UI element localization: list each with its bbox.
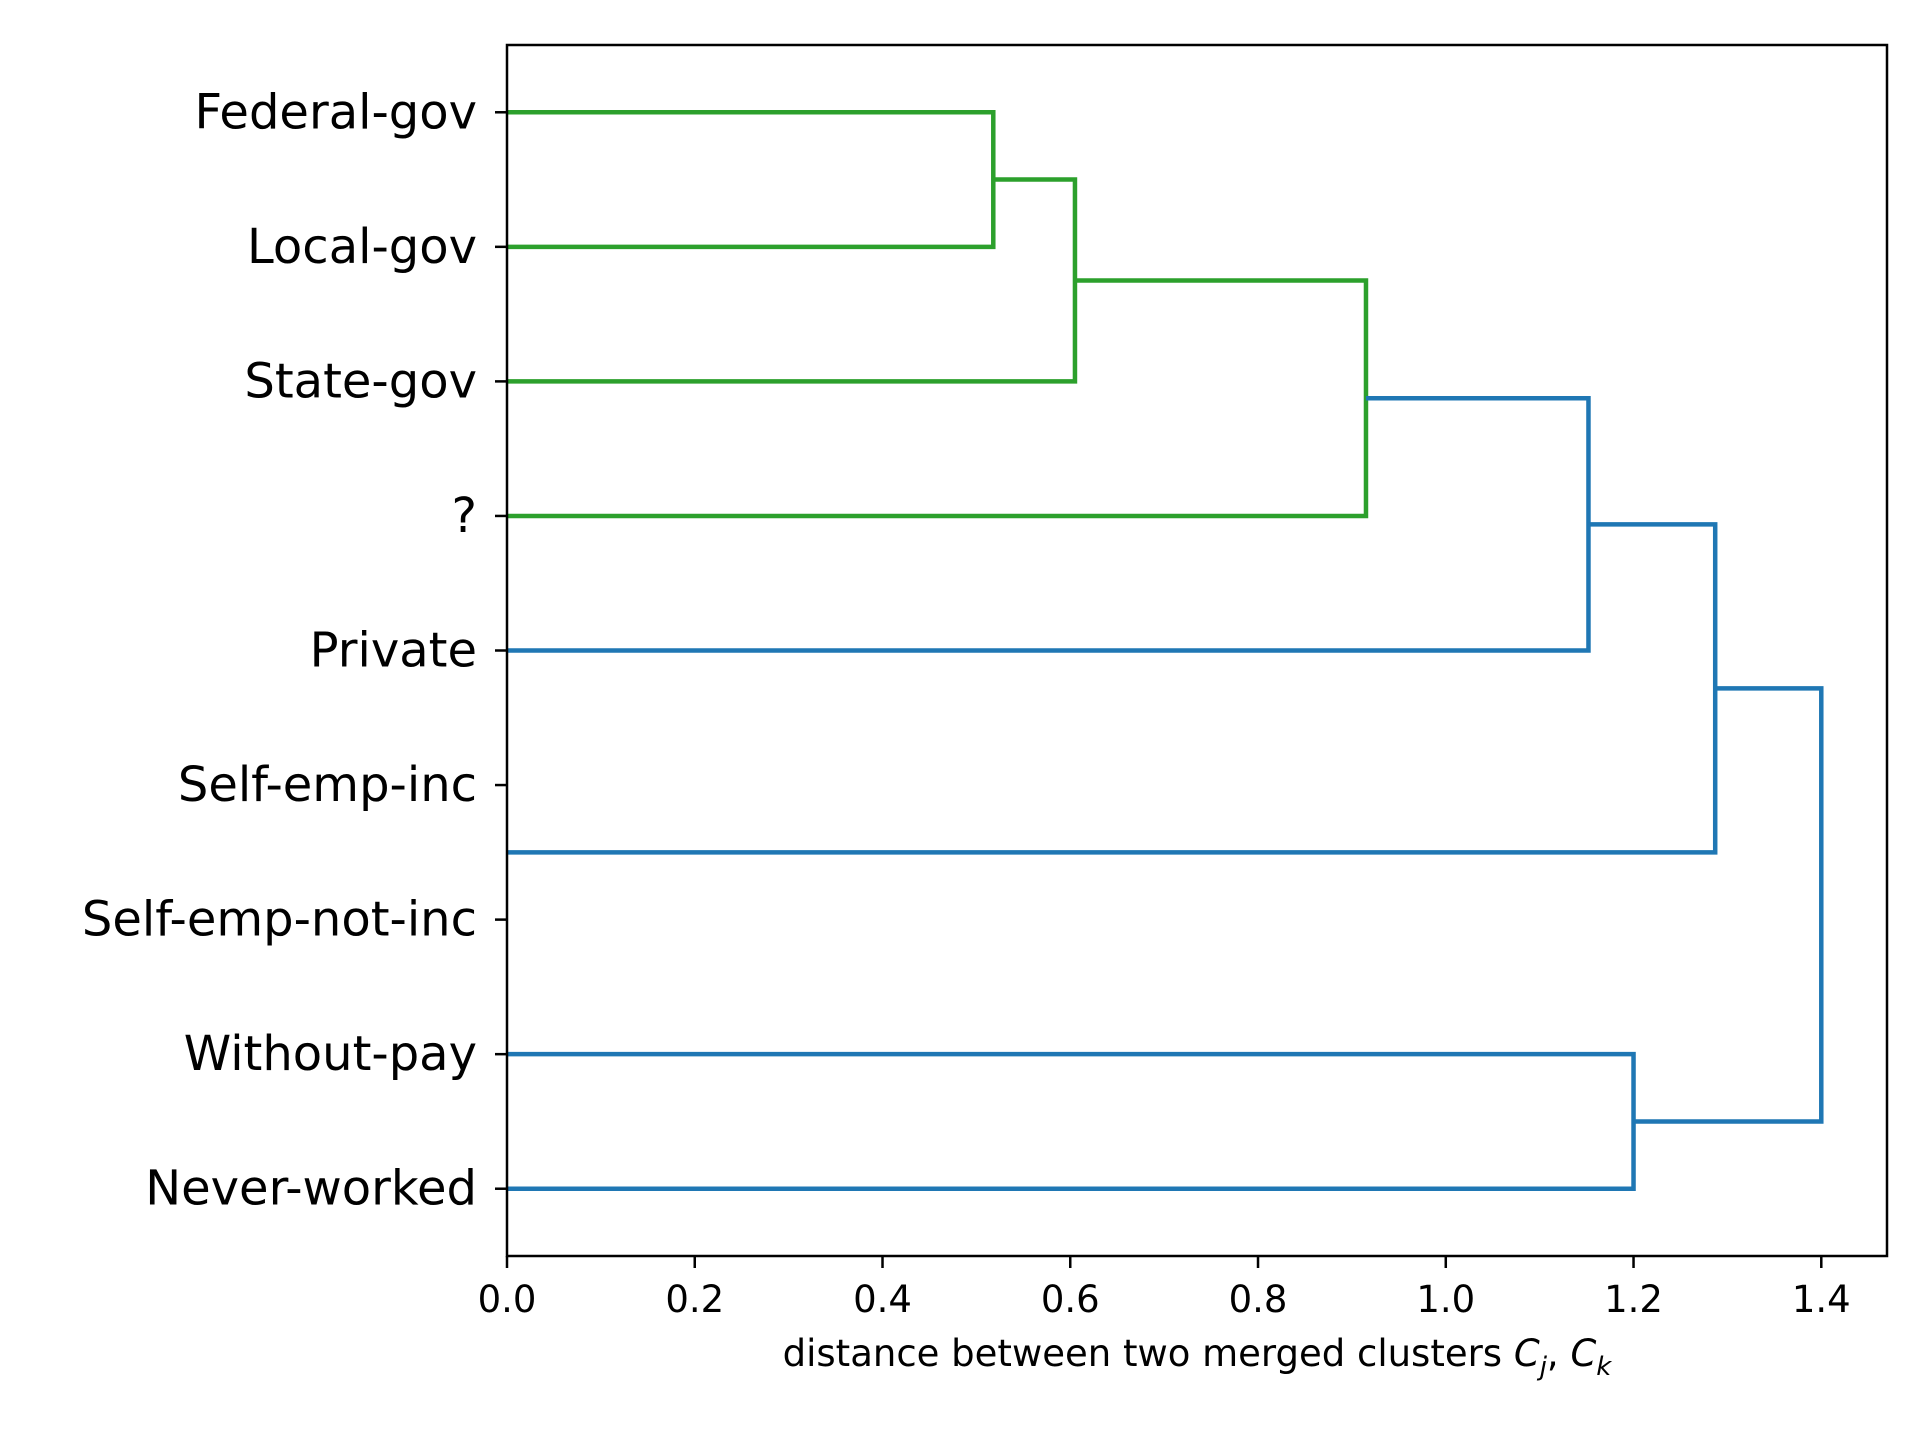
x-axis-title-s1: j: [1537, 1352, 1548, 1382]
leaf-label: Private: [310, 623, 477, 679]
leaf-label: Self-emp-inc: [178, 757, 477, 813]
dendrogram-link-8: [1633, 686, 1824, 1124]
leaf-label: Local-gov: [247, 219, 477, 275]
x-tick-label: 0.6: [1041, 1278, 1100, 1321]
dendrogram-link-5: [507, 395, 1591, 653]
dendrogram-link-6: [507, 522, 1718, 855]
x-tick-label: 0.4: [853, 1278, 912, 1321]
x-tick-label: 0.0: [478, 1278, 537, 1321]
x-tick-label: 0.8: [1229, 1278, 1288, 1321]
x-tick-label: 1.0: [1416, 1278, 1475, 1321]
x-tick-label: 0.2: [665, 1278, 724, 1321]
leaf-label: Federal-gov: [194, 84, 477, 140]
x-axis-title-sep: ,: [1547, 1332, 1571, 1375]
x-axis: 0.0 0.2 0.4 0.6 0.8 1.0 1.2 1.4: [478, 1256, 1851, 1321]
dendrogram-link-1: [507, 110, 996, 250]
leaf-label: Never-worked: [145, 1161, 477, 1217]
dendrogram-link-7: [507, 1051, 1636, 1191]
leaf-label: Without-pay: [184, 1026, 477, 1082]
dendrogram-link-2: [507, 177, 1078, 384]
leaf-label: Self-emp-not-inc: [82, 892, 477, 948]
x-axis-title-c1: C: [1514, 1332, 1540, 1375]
leaf-label: State-gov: [244, 353, 477, 409]
x-axis-title: distance between two merged clusters Cj,…: [783, 1332, 1613, 1382]
dendrogram-link-3: [507, 278, 1369, 519]
leaf-label: ?: [452, 488, 477, 544]
x-axis-title-text: distance between two merged clusters: [783, 1332, 1514, 1375]
x-axis-title-c2: C: [1570, 1332, 1596, 1375]
y-axis: Federal-gov Local-gov State-gov? Private Sel…: [82, 84, 507, 1217]
x-tick-label: 1.4: [1792, 1278, 1851, 1321]
x-tick-label: 1.2: [1604, 1278, 1663, 1321]
dendrogram-links: [506, 110, 1824, 1191]
x-axis-title-s2: k: [1596, 1352, 1612, 1382]
